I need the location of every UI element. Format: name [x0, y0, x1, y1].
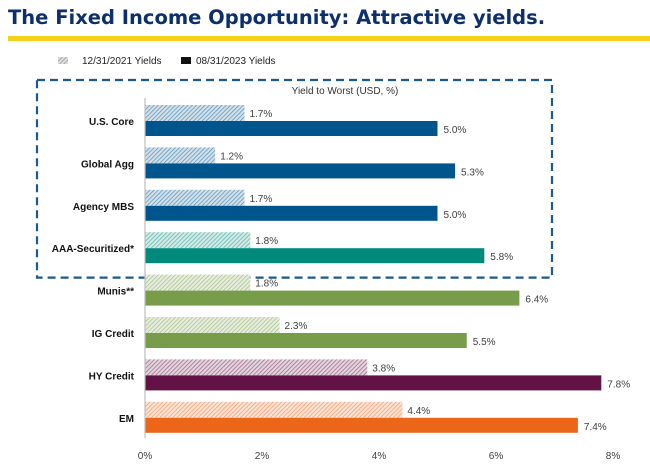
bar-2021	[145, 232, 251, 249]
legend-swatch-2021	[58, 57, 68, 64]
legend-label-2021: 12/31/2021 Yields	[82, 56, 162, 67]
data-label-2021: 2.3%	[285, 321, 308, 332]
category-label: U.S. Core	[89, 117, 134, 128]
bar-2023	[145, 248, 485, 264]
bar-2021	[145, 359, 368, 376]
data-label-2023: 6.4%	[525, 295, 548, 306]
bar-group: Global Agg 1.2% 5.3%	[81, 147, 484, 179]
bar-group: HY Credit 3.8% 7.8%	[89, 359, 630, 391]
bar-2023	[145, 375, 602, 391]
data-label-2021: 3.8%	[372, 363, 395, 374]
bar-2023	[145, 121, 438, 136]
data-label-2023: 7.4%	[584, 422, 607, 433]
x-tick-label: 6%	[489, 451, 504, 462]
bar-2021	[145, 105, 245, 121]
bar-group: IG Credit 2.3% 5.5%	[92, 317, 496, 348]
legend-label-2023: 08/31/2023 Yields	[196, 56, 276, 67]
data-label-2023: 7.8%	[607, 379, 630, 390]
bar-group: Agency MBS 1.7% 5.0%	[73, 189, 467, 221]
x-tick-label: 8%	[606, 451, 621, 462]
legend-swatch-2023	[181, 57, 191, 64]
data-label-2021: 1.2%	[220, 151, 243, 162]
x-tick-label: 4%	[372, 451, 387, 462]
bar-2023	[145, 290, 520, 306]
bar-group: Munis** 1.8% 6.4%	[97, 274, 548, 306]
data-label-2021: 1.7%	[249, 194, 272, 205]
bar-2021	[145, 147, 216, 164]
x-tick-label: 2%	[255, 451, 270, 462]
data-label-2023: 5.0%	[444, 125, 467, 136]
data-label-2023: 5.0%	[444, 210, 467, 221]
data-label-2023: 5.5%	[473, 337, 496, 348]
category-label: AAA-Securitized*	[52, 244, 134, 255]
bar-2021	[145, 189, 245, 206]
data-label-2023: 5.3%	[461, 167, 484, 178]
bar-2023	[145, 163, 456, 179]
bar-group: EM 4.4% 7.4%	[119, 401, 607, 433]
bar-2023	[145, 333, 467, 348]
chart-title: Yield to Worst (USD, %)	[292, 86, 399, 97]
category-label: IG Credit	[92, 329, 135, 340]
category-label: Global Agg	[81, 159, 134, 170]
category-label: EM	[119, 414, 134, 425]
category-label: Munis**	[97, 287, 134, 298]
bar-2021	[145, 274, 251, 291]
page-title: The Fixed Income Opportunity: Attractive…	[8, 6, 546, 29]
bar-2021	[145, 317, 280, 333]
data-label-2021: 4.4%	[407, 406, 430, 417]
legend: 12/31/2021 Yields 08/31/2023 Yields	[58, 56, 276, 67]
title-underline	[8, 36, 650, 41]
bar-2023	[145, 417, 578, 433]
x-tick-label: 0%	[138, 451, 153, 462]
data-label-2021: 1.7%	[249, 109, 272, 120]
data-label-2021: 1.8%	[255, 236, 278, 247]
bar-2023	[145, 205, 438, 221]
bar-group: AAA-Securitized* 1.8% 5.8%	[52, 232, 513, 264]
bar-2021	[145, 401, 403, 418]
bar-group: U.S. Core 1.7% 5.0%	[89, 105, 466, 136]
category-label: Agency MBS	[73, 202, 134, 213]
highlight-box	[35, 78, 554, 279]
category-label: HY Credit	[89, 371, 135, 382]
data-label-2021: 1.8%	[255, 279, 278, 290]
data-label-2023: 5.8%	[490, 252, 513, 263]
